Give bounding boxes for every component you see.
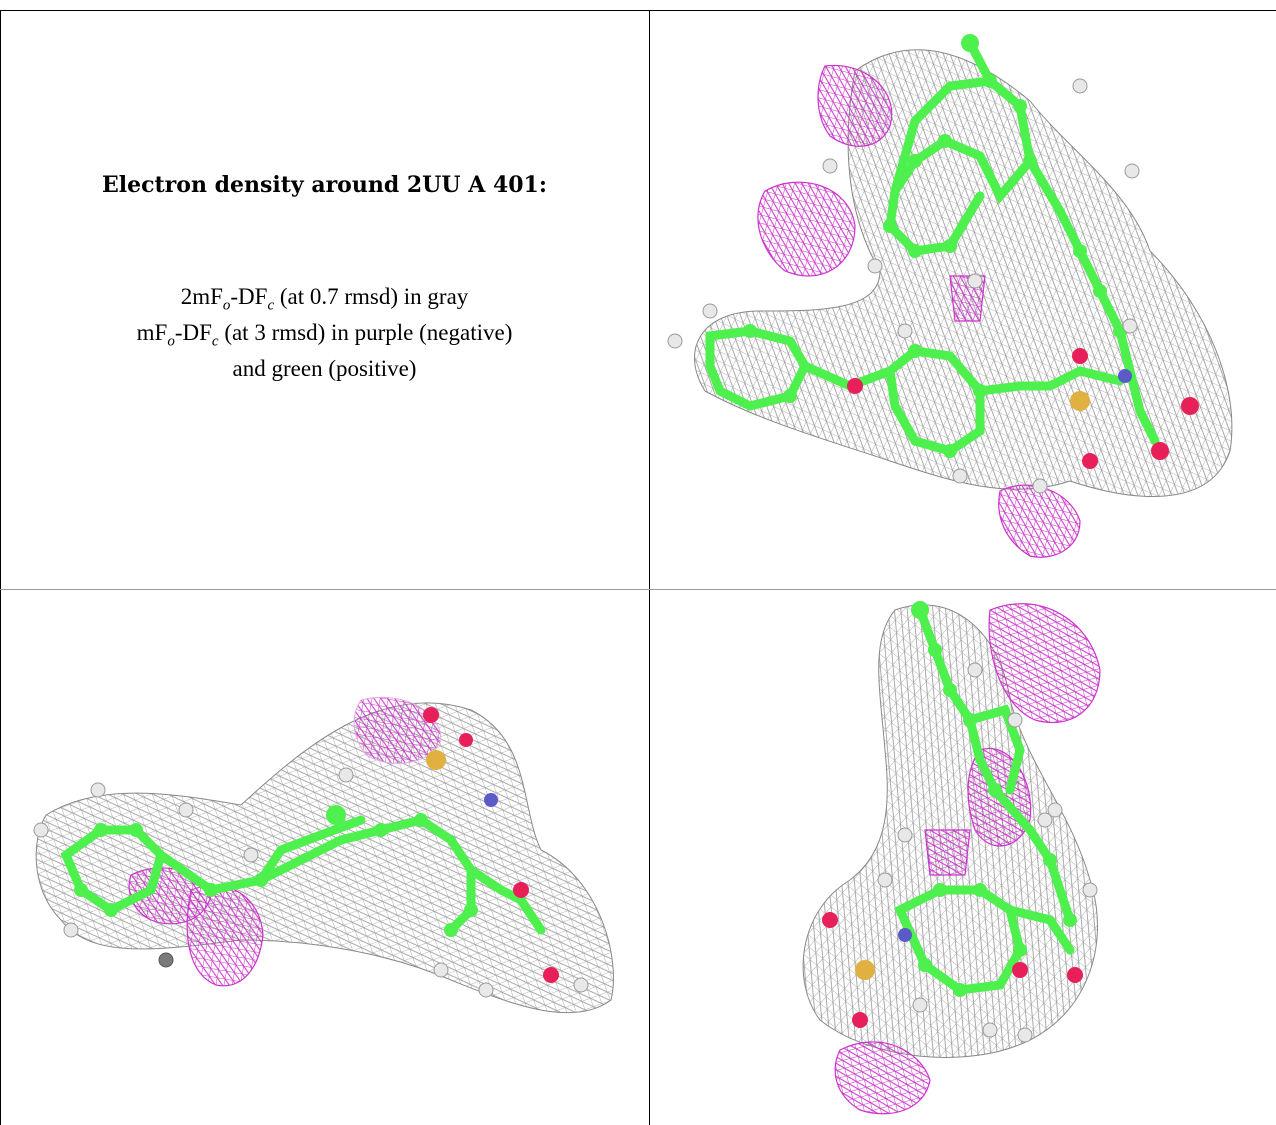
table-middle-border	[649, 10, 650, 1125]
caption-title: Electron density around 2UU A 401:	[102, 172, 547, 198]
caption-line-green: and green (positive)	[232, 356, 417, 381]
view-bottom-right	[802, 601, 1101, 1115]
table-row-divider	[0, 589, 1276, 590]
view-bottom-left	[33, 696, 614, 1014]
gray-density-mesh	[35, 702, 614, 1014]
view-top-right	[667, 34, 1233, 558]
caption-cell: Electron density around 2UU A 401: 2mFo-…	[0, 0, 649, 589]
caption-line-purple: mFo-DFc (at 3 rmsd) in purple (negative)	[136, 320, 513, 350]
ligand-atoms	[33, 707, 589, 998]
caption-line-gray: 2mFo-DFc (at 0.7 rmsd) in gray	[180, 284, 469, 314]
purple-density-mesh	[757, 64, 1081, 558]
table-left-border	[0, 10, 1, 1125]
ligand-atoms	[822, 601, 1098, 1043]
ligand-atoms	[667, 34, 1199, 494]
table-top-border	[0, 10, 1276, 11]
